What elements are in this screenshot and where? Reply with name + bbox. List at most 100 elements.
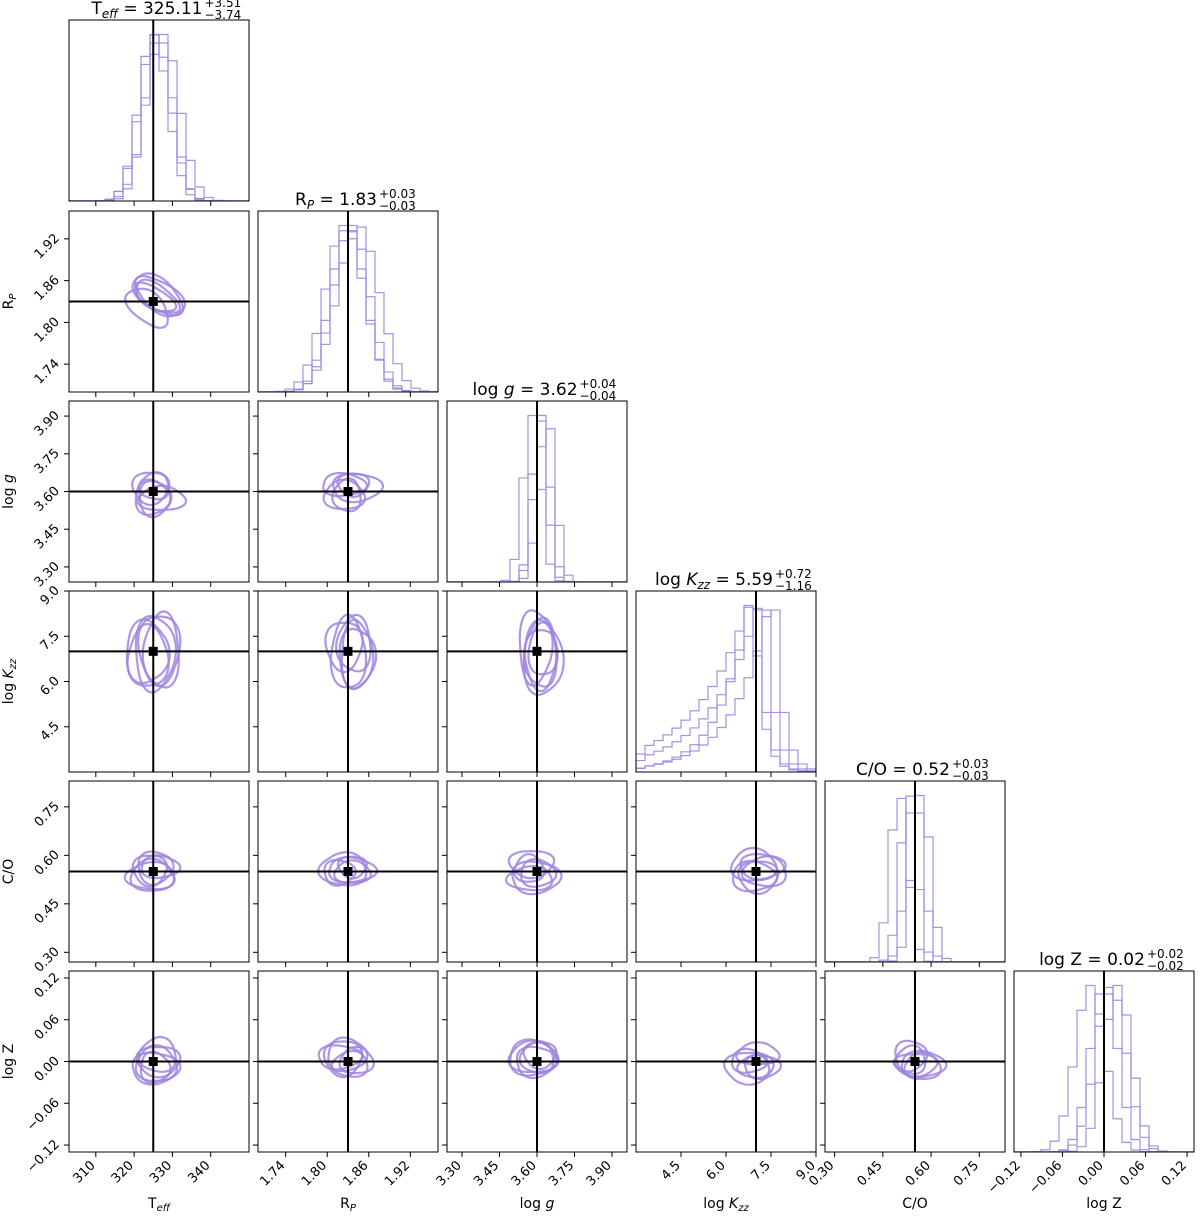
ytick-label-co-1: 0.45 [32,896,63,927]
contour-logkzz-teff-1 [137,615,182,688]
ytick-label-co-3: 0.75 [32,799,63,830]
ytick-label-logz-0: −0.12 [24,1137,63,1176]
contour-logz-co-2 [894,1039,929,1073]
xtick-label-logkzz-0: 4.5 [659,1158,684,1183]
panel-rp-rp [257,210,439,397]
frame-co-co [824,780,1006,963]
xtick-label-rp-3: 1.92 [382,1158,413,1189]
contour-logkzz-teff-2 [134,615,178,694]
contour-logg-rp-3 [322,471,369,498]
title-logg: log g = 3.62 +0.04−0.04 [472,377,616,403]
contour-logz-logkzz-2 [744,1054,783,1080]
contour-logz-teff-5 [137,1035,177,1073]
xtick-label-logz-3: 0.06 [1117,1158,1148,1189]
contour-logg-rp-5 [331,477,362,513]
err-plus-teff: +3.51 [204,0,241,10]
contour-co-teff-2 [137,850,175,886]
title-rp: RP = 1.83 +0.03−0.03 [295,187,416,213]
ylabel-logkzz: log Kzz [1,658,19,704]
contour-logz-teff-4 [134,1044,179,1082]
xtick-label-teff-3: 340 [185,1158,213,1186]
panel-logz-co: 0.30 0.45 0.60 0.75 [806,970,1006,1189]
contour-logg-teff-5 [137,471,171,501]
ytick-label-rp-2: 1.86 [32,273,63,304]
panel-rp-teff: 1.74 1.80 1.86 1.92 [32,210,250,397]
truth-marker-co-teff [148,867,158,876]
ytick-label-logz-1: −0.06 [24,1095,63,1134]
xtick-label-rp-2: 1.86 [341,1158,372,1189]
err-minus-logg: −0.04 [580,389,617,403]
xtick-label-teff-2: 330 [147,1158,175,1186]
contour-logg-teff-3 [134,478,172,516]
err-plus-logg: +0.04 [580,377,617,391]
panel-co-co [824,780,1006,967]
contour-logz-rp-5 [330,1049,369,1078]
xtick-label-teff-1: 320 [109,1158,137,1186]
panel-logz-logkzz: 4.5 6.0 7.5 9.0 [631,970,819,1183]
contour-logg-rp-4 [322,478,367,510]
hist-logkzz-run4 [636,609,816,772]
svg-text:log Kzz = 5.59: log Kzz = 5.59 [655,570,773,592]
frame-co-rp [257,780,439,963]
panel-teff-teff [68,19,250,206]
xtick-label-co-3: 0.75 [951,1158,982,1189]
contour-rp-teff-4 [131,272,185,317]
ytick-label-rp-0: 1.74 [32,356,63,387]
truth-marker-co-logg [532,867,542,876]
ytick-label-logg-0: 3.30 [32,559,63,590]
frame-rp-teff [68,210,250,393]
contour-logz-logkzz-5 [736,1054,771,1079]
ytick-label-logkzz-1: 6.0 [38,674,63,699]
ytick-label-rp-3: 1.92 [32,231,63,262]
xtick-label-logkzz-2: 7.5 [749,1158,774,1183]
title-co: C/O = 0.52 +0.03−0.03 [856,757,989,783]
truth-marker-logz-logkzz [751,1057,761,1066]
truth-marker-logz-teff [148,1057,158,1066]
xtick-label-logg-0: 3.30 [434,1158,465,1189]
contour-rp-teff-5 [124,287,169,329]
xlabel-logkzz: log Kzz [703,1196,749,1214]
panel-logkzz-teff: 4.56.07.59.0 [38,583,250,777]
contour-logz-co-3 [900,1049,948,1079]
ytick-label-co-2: 0.60 [32,848,63,879]
contour-logkzz-logg-5 [522,616,558,688]
contour-co-rp-5 [317,851,368,887]
frame-co-teff [68,780,250,963]
xlabel-rp: RP [340,1196,357,1214]
xtick-label-logkzz-1: 6.0 [704,1158,729,1183]
panel-logz-teff: 310 320 330 340 −0.12−0.06 0.00 0.06 0.12 [24,970,250,1186]
truth-marker-logg-rp [343,487,353,496]
truth-marker-logkzz-teff [148,646,158,656]
ytick-label-logz-4: 0.12 [32,970,63,1001]
ytick-label-logz-2: 0.00 [32,1054,63,1085]
panel-co-teff: 0.30 0.45 0.60 0.75 [32,780,250,976]
err-plus-co: +0.03 [952,757,989,771]
panel-logz-logz: −0.12 −0.06 0.00 0.06 0.12 [985,970,1195,1197]
svg-text:log Z = 0.02: log Z = 0.02 [1039,950,1145,970]
err-plus-rp: +0.03 [379,187,416,201]
err-minus-co: −0.03 [952,769,989,783]
xtick-label-logg-2: 3.60 [509,1158,540,1189]
svg-text:log g = 3.62: log g = 3.62 [472,380,577,400]
panel-logg-rp [253,400,439,587]
svg-text:Teff = 325.11: Teff = 325.11 [91,0,203,21]
contour-logz-rp-3 [327,1036,369,1073]
xtick-label-rp-1: 1.80 [299,1158,330,1189]
frame-rp-rp [257,210,439,393]
contour-co-logkzz-3 [731,859,779,893]
title-logz: log Z = 0.02 +0.02−0.02 [1039,947,1184,973]
svg-text:RP = 1.83: RP = 1.83 [295,190,377,212]
xtick-label-co-2: 0.60 [903,1158,934,1189]
err-plus-logz: +0.02 [1147,947,1184,961]
truth-marker-co-logkzz [751,867,761,876]
ylabel-logg: log g [1,474,17,509]
xlabel-teff: Teff [147,1196,172,1214]
ylabel-rp: RP [1,293,19,310]
panel-logz-rp: 1.74 1.80 1.86 1.92 [253,970,439,1189]
ylabel-co: C/O [1,859,17,885]
contour-logkzz-logg-4 [527,621,559,676]
ylabel-logz: log Z [1,1044,17,1079]
truth-marker-co-rp [343,867,353,876]
ytick-label-logkzz-2: 7.5 [38,628,63,653]
